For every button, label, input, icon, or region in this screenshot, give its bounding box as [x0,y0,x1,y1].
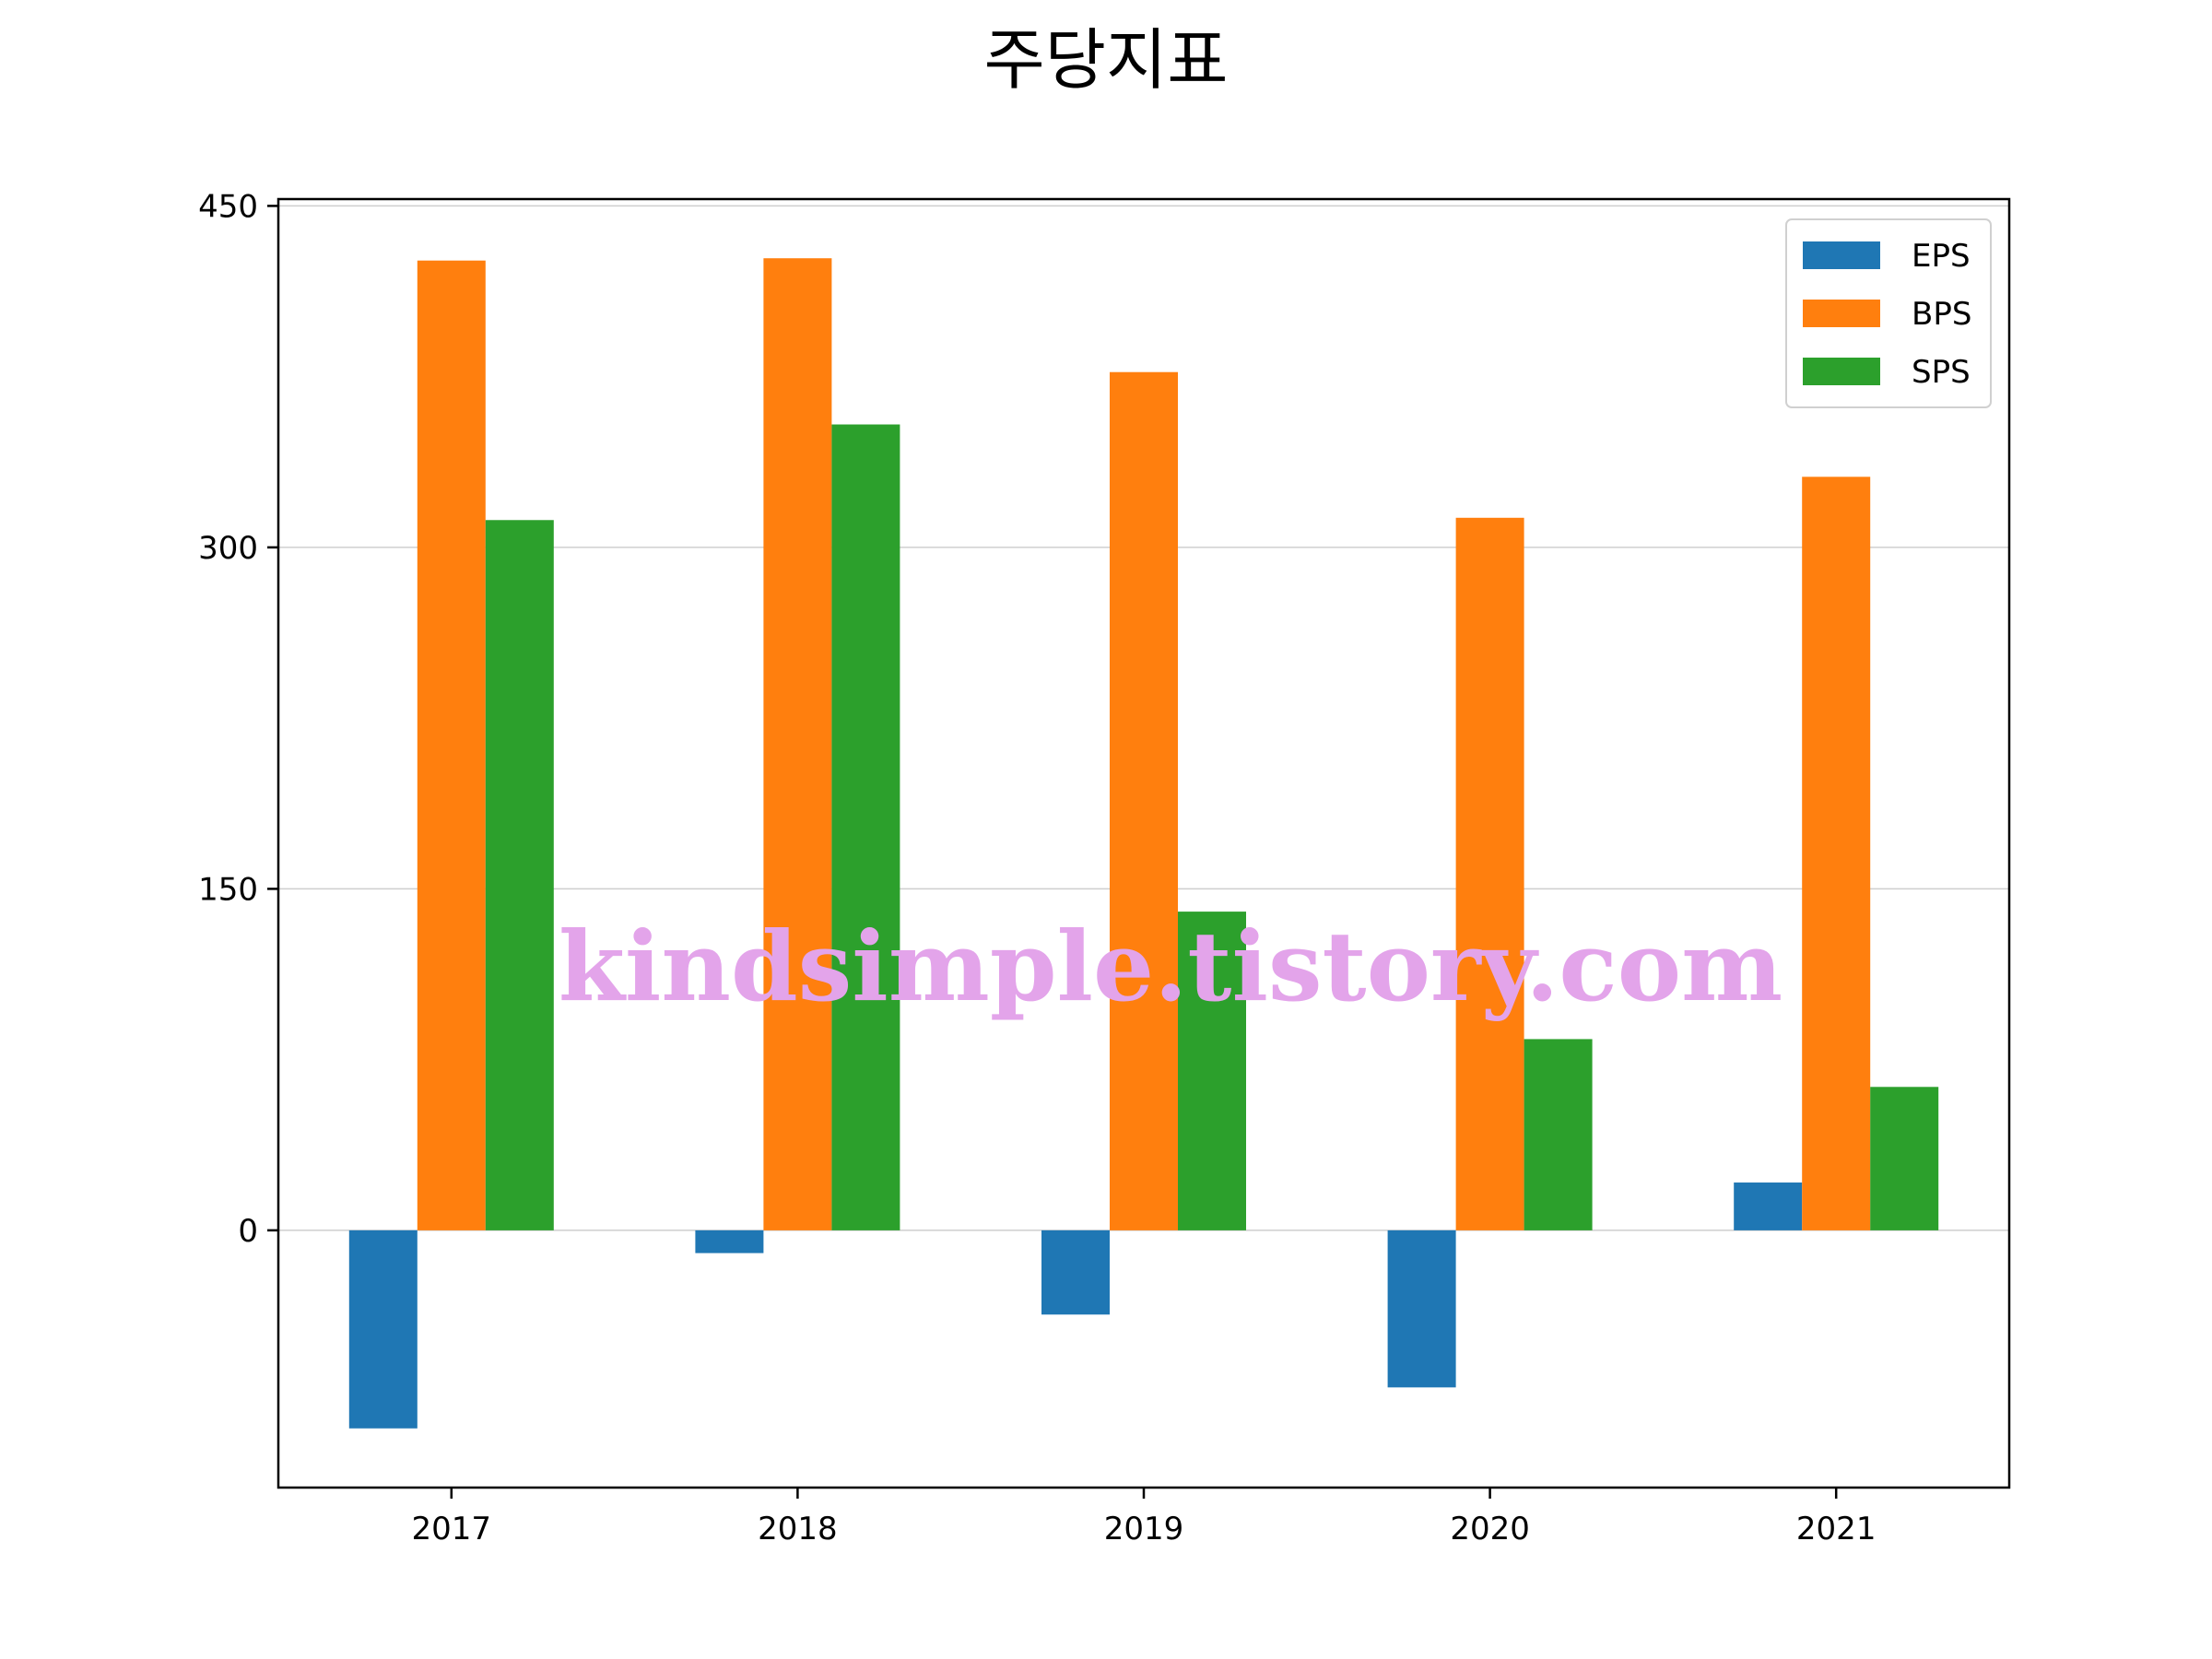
y-tick-label: 450 [198,188,258,225]
bar-bps-2017 [417,260,486,1230]
bars [348,258,1939,1429]
y-tick-label: 300 [198,530,258,567]
bar-bps-2018 [763,258,832,1230]
legend-label-bps: BPS [1912,296,1971,333]
legend-label-eps: EPS [1912,238,1971,275]
bar-bps-2021 [1802,477,1871,1230]
y-axis: 0 150 300 450 [198,188,278,1250]
legend-swatch-bps [1803,300,1880,327]
x-tick-label: 2019 [1104,1511,1184,1547]
x-tick-label: 2020 [1450,1511,1530,1547]
bar-bps-2020 [1455,517,1524,1230]
legend-label-sps: SPS [1912,354,1971,391]
x-tick-label: 2017 [412,1511,492,1547]
bar-eps-2021 [1734,1182,1803,1230]
x-axis: 2017 2018 2019 2020 2021 [412,1488,1877,1547]
bar-eps-2019 [1041,1230,1110,1315]
legend: EPS BPS SPS [1785,218,1992,408]
y-tick-label: 0 [238,1213,258,1250]
chart-title: 주당지표 [984,21,1229,99]
watermark: kindsimple.tistory.com [559,910,1783,1023]
bar-sps-2021 [1870,1087,1939,1230]
bar-eps-2017 [348,1230,418,1429]
bar-sps-2017 [485,520,554,1230]
bar-eps-2020 [1387,1230,1456,1388]
legend-swatch-eps [1803,241,1880,269]
x-tick-label: 2018 [758,1511,838,1547]
y-tick-label: 150 [198,871,258,908]
bar-bps-2019 [1110,371,1178,1230]
x-tick-label: 2021 [1796,1511,1877,1547]
bar-sps-2020 [1524,1039,1593,1230]
bar-eps-2018 [695,1230,764,1253]
bar-sps-2019 [1178,912,1246,1230]
legend-swatch-sps [1803,358,1880,385]
bar-sps-2018 [831,424,900,1230]
